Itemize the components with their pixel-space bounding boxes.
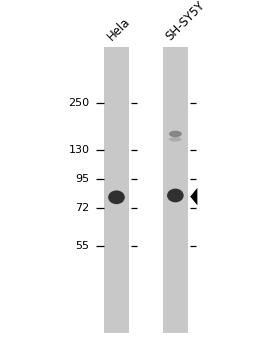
- Text: SH-SY5Y: SH-SY5Y: [164, 0, 208, 43]
- Ellipse shape: [169, 137, 182, 142]
- Text: 72: 72: [75, 203, 90, 213]
- Text: 95: 95: [76, 174, 90, 184]
- Text: Hela: Hela: [105, 16, 133, 43]
- Polygon shape: [190, 188, 197, 205]
- Ellipse shape: [108, 190, 125, 204]
- Text: 250: 250: [68, 98, 90, 108]
- Text: 130: 130: [69, 145, 90, 155]
- Ellipse shape: [169, 131, 182, 137]
- Bar: [163, 47, 188, 333]
- Text: 55: 55: [76, 241, 90, 251]
- Ellipse shape: [167, 189, 184, 202]
- Bar: [104, 47, 129, 333]
